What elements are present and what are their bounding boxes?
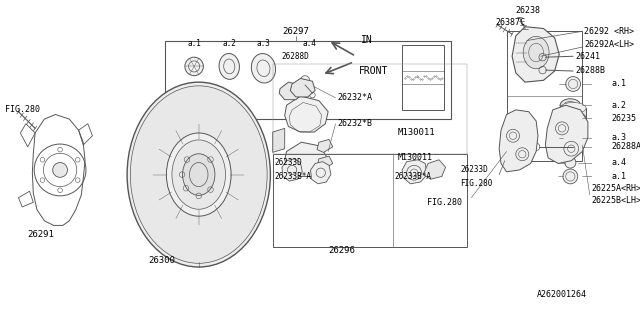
- Polygon shape: [282, 159, 302, 181]
- Ellipse shape: [560, 99, 580, 112]
- Text: M130011: M130011: [397, 153, 433, 163]
- Bar: [560, 108, 586, 128]
- Ellipse shape: [560, 131, 580, 144]
- Text: 26288B: 26288B: [575, 66, 605, 75]
- Text: a.3: a.3: [257, 39, 270, 48]
- Polygon shape: [285, 96, 328, 132]
- Text: a.2: a.2: [612, 101, 627, 110]
- Circle shape: [300, 76, 310, 85]
- Circle shape: [566, 76, 580, 92]
- Polygon shape: [545, 105, 588, 164]
- Text: a.3: a.3: [612, 133, 627, 142]
- Text: 26292 <RH>: 26292 <RH>: [584, 27, 634, 36]
- Polygon shape: [499, 110, 538, 172]
- Polygon shape: [291, 78, 316, 97]
- Text: A262001264: A262001264: [537, 290, 587, 299]
- Polygon shape: [317, 140, 333, 152]
- Circle shape: [52, 163, 67, 177]
- Circle shape: [185, 57, 204, 76]
- Text: 26233B*A: 26233B*A: [395, 172, 432, 181]
- Polygon shape: [273, 128, 285, 152]
- Text: 26233D: 26233D: [460, 165, 488, 174]
- Text: a.1: a.1: [612, 79, 627, 89]
- Circle shape: [564, 157, 576, 168]
- Polygon shape: [317, 156, 333, 169]
- Ellipse shape: [560, 123, 586, 134]
- Text: 26241: 26241: [575, 52, 600, 61]
- Polygon shape: [402, 160, 427, 184]
- Bar: [164, 41, 451, 119]
- Text: 26225A<RH>: 26225A<RH>: [591, 184, 640, 193]
- Text: 26232*B: 26232*B: [337, 119, 372, 128]
- Text: 26292A<LH>: 26292A<LH>: [584, 40, 634, 49]
- Text: IN: IN: [360, 35, 372, 44]
- Text: 26387C: 26387C: [495, 18, 525, 27]
- Polygon shape: [279, 82, 303, 100]
- Text: 26297: 26297: [282, 27, 309, 36]
- Ellipse shape: [172, 140, 225, 209]
- Bar: [506, 31, 582, 161]
- Ellipse shape: [252, 53, 276, 83]
- Text: 26225B<LH>: 26225B<LH>: [591, 196, 640, 205]
- Polygon shape: [310, 162, 331, 184]
- Text: a.1: a.1: [187, 39, 201, 48]
- Text: a.2: a.2: [222, 39, 236, 48]
- Text: 26232*A: 26232*A: [337, 93, 372, 102]
- Polygon shape: [424, 160, 445, 179]
- Text: FIG.280: FIG.280: [460, 179, 493, 188]
- Text: M130011: M130011: [397, 128, 435, 138]
- Ellipse shape: [127, 82, 270, 267]
- Ellipse shape: [560, 102, 586, 114]
- Ellipse shape: [523, 36, 549, 69]
- Ellipse shape: [166, 133, 231, 216]
- Text: a.4: a.4: [303, 39, 317, 48]
- Bar: [402, 45, 444, 110]
- Text: 26235: 26235: [612, 114, 637, 123]
- Text: 26296: 26296: [328, 246, 355, 255]
- Text: FIG.280: FIG.280: [4, 105, 40, 114]
- Ellipse shape: [219, 53, 239, 79]
- Text: 26300: 26300: [148, 256, 175, 265]
- Ellipse shape: [182, 154, 215, 196]
- Ellipse shape: [131, 86, 267, 263]
- Text: 26291: 26291: [28, 230, 54, 239]
- Polygon shape: [285, 142, 326, 176]
- Text: 26233B*A: 26233B*A: [275, 172, 312, 181]
- Text: a.1: a.1: [612, 172, 627, 181]
- Text: 26238: 26238: [516, 5, 541, 14]
- Text: 26288D: 26288D: [282, 52, 310, 61]
- Text: 26288A: 26288A: [612, 142, 640, 151]
- Bar: [273, 154, 467, 247]
- Polygon shape: [512, 27, 559, 82]
- Circle shape: [563, 169, 578, 184]
- Text: a.4: a.4: [612, 158, 627, 167]
- Text: FRONT: FRONT: [358, 66, 388, 76]
- Text: FIG.280: FIG.280: [427, 198, 462, 207]
- Text: 26233D: 26233D: [275, 158, 302, 167]
